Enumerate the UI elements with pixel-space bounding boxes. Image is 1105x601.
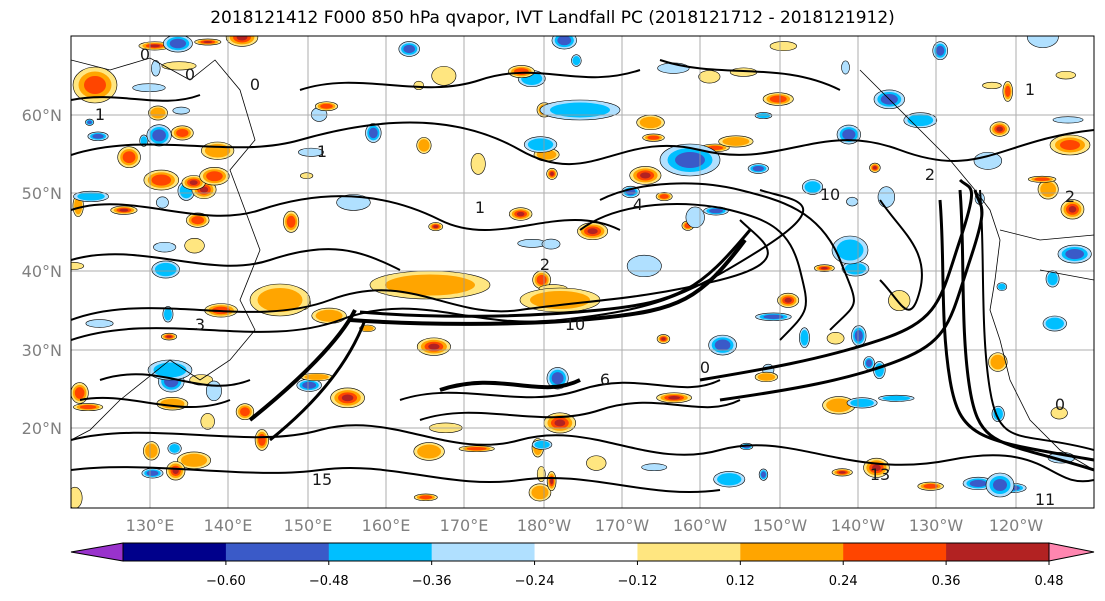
colorbar-swatch	[225, 543, 330, 561]
colorbar-swatch	[843, 543, 947, 561]
contour-label: 1	[317, 142, 327, 161]
map-title: 2018121412 F000 850 hPa qvapor, IVT Land…	[210, 8, 895, 28]
contour-label: 6	[600, 370, 610, 389]
ivt-contours	[71, 59, 1094, 494]
contour-label: 1	[95, 105, 105, 124]
contour-label: 0	[185, 65, 195, 84]
lat-label: 40°N	[22, 262, 62, 281]
lat-label: 50°N	[22, 184, 62, 203]
colorbar-swatch	[534, 543, 638, 561]
colorbar-swatch	[431, 543, 536, 561]
lon-label: 170°E	[440, 516, 489, 535]
contour-label: 2	[1065, 187, 1075, 206]
lon-label: 140°W	[831, 516, 886, 535]
colorbar-tick-label: −0.36	[412, 574, 452, 589]
contour-label: 11	[1035, 490, 1055, 509]
contour-label: 10	[820, 185, 840, 204]
contour-label: 0	[140, 45, 150, 64]
contour-label: 0	[700, 358, 710, 377]
lat-label: 20°N	[22, 419, 62, 438]
lon-label: 130°W	[909, 516, 964, 535]
map-frame	[70, 35, 1095, 509]
lat-label: 60°N	[22, 106, 62, 125]
colorbar-tick-label: −0.12	[618, 574, 658, 589]
lon-label: 150°E	[284, 516, 333, 535]
contour-label: 1	[1025, 80, 1035, 99]
colorbar-tick-label: −0.48	[309, 574, 349, 589]
colorbar-tick-label: −0.60	[206, 574, 246, 589]
lon-label: 170°W	[595, 516, 650, 535]
lon-label: 130°E	[126, 516, 175, 535]
lon-label: 150°W	[753, 516, 808, 535]
lon-label: 180°W	[517, 516, 572, 535]
colorbar-swatch	[328, 543, 433, 561]
coastlines	[71, 57, 1094, 471]
colorbar-swatch	[123, 543, 227, 561]
colorbar-extend-min	[70, 542, 124, 562]
lon-label: 160°E	[362, 516, 411, 535]
colorbar-tick-label: 0.48	[1035, 574, 1064, 589]
colorbar-swatch	[637, 543, 741, 561]
colorbar-tick-label: 0.24	[829, 574, 858, 589]
lon-label: 140°E	[204, 516, 253, 535]
longitude-labels: 130°E 140°E 150°E 160°E 170°E 180°W 170°W 160°W…	[126, 516, 1044, 535]
colorbar-tick-label: 0.12	[726, 574, 755, 589]
lat-label: 30°N	[22, 341, 62, 360]
contour-label: 10	[565, 315, 585, 334]
contour-label: 1	[475, 198, 485, 217]
colorbar-tick-label: 0.36	[932, 574, 961, 589]
colorbar-extend-max	[1048, 542, 1095, 562]
contour-label: 4	[633, 195, 643, 214]
colorbar-swatch	[946, 543, 1050, 561]
colorbar-swatch	[740, 543, 844, 561]
contour-label: 2	[925, 165, 935, 184]
contour-label: 15	[312, 470, 332, 489]
lon-label: 120°W	[989, 516, 1044, 535]
contour-label: 13	[870, 465, 890, 484]
contour-label: 0	[250, 75, 260, 94]
contour-label: 3	[195, 315, 205, 334]
contour-label: 0	[1055, 395, 1065, 414]
lon-label: 160°W	[673, 516, 728, 535]
gridlines	[71, 36, 1094, 508]
colorbar: −0.60 −0.48 −0.36 −0.24 −0.12 0.12 0.24 0.36 0.4…	[70, 542, 1095, 589]
latitude-labels: 60°N 50°N 40°N 30°N 20°N	[22, 106, 62, 438]
contour-label: 2	[540, 255, 550, 274]
colorbar-tick-label: −0.24	[515, 574, 555, 589]
